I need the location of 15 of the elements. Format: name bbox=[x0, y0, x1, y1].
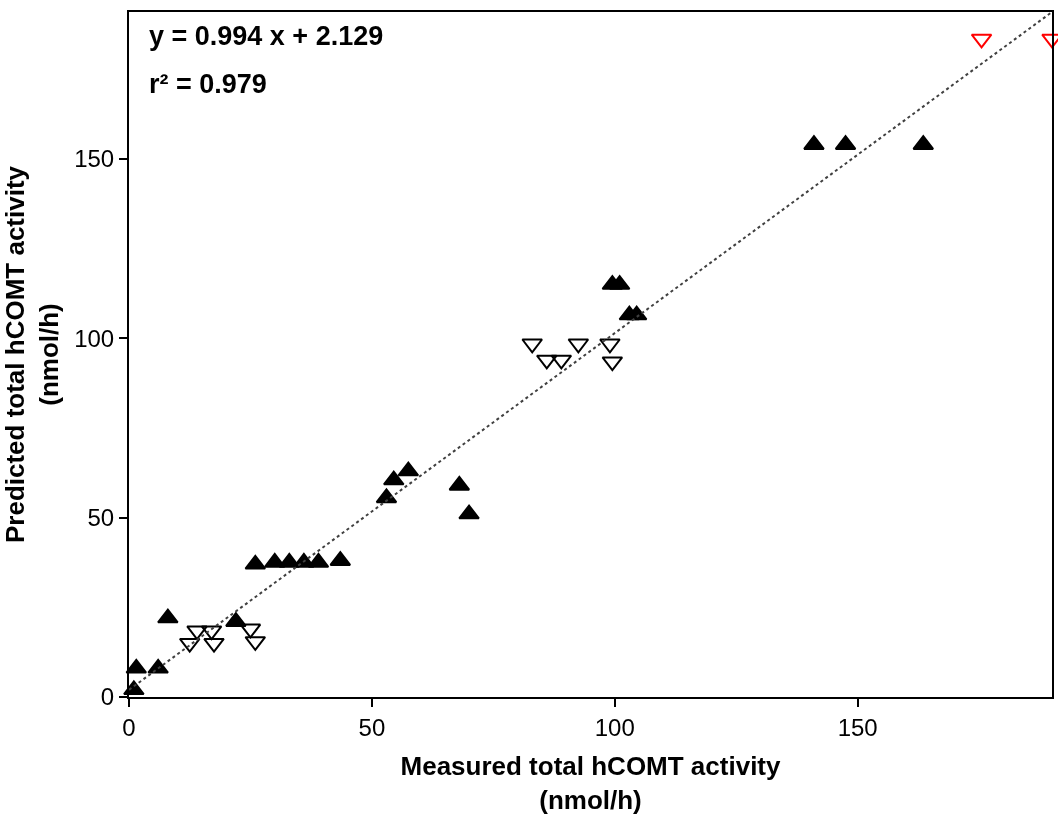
x-tick-label: 0 bbox=[122, 713, 136, 741]
y-tick-label: 0 bbox=[100, 683, 115, 711]
y-tick-label: 100 bbox=[74, 324, 115, 352]
annotation: y = 0.994 x + 2.129 bbox=[149, 21, 384, 51]
point bbox=[157, 608, 179, 624]
point bbox=[147, 658, 169, 674]
annotation: r² = 0.979 bbox=[149, 69, 267, 99]
x-tick-label: 50 bbox=[358, 713, 386, 741]
x-tick-label: 100 bbox=[594, 713, 635, 741]
y-axis-title: Predicted total hCOMT activity (nmol/h) bbox=[0, 165, 64, 544]
x-axis-title: Measured total hCOMT activity (nmol/h) bbox=[400, 751, 782, 815]
y-tick-label: 150 bbox=[74, 145, 115, 173]
point bbox=[458, 504, 480, 520]
y-tick-label: 50 bbox=[87, 504, 115, 532]
x-tick-label: 150 bbox=[837, 713, 878, 741]
